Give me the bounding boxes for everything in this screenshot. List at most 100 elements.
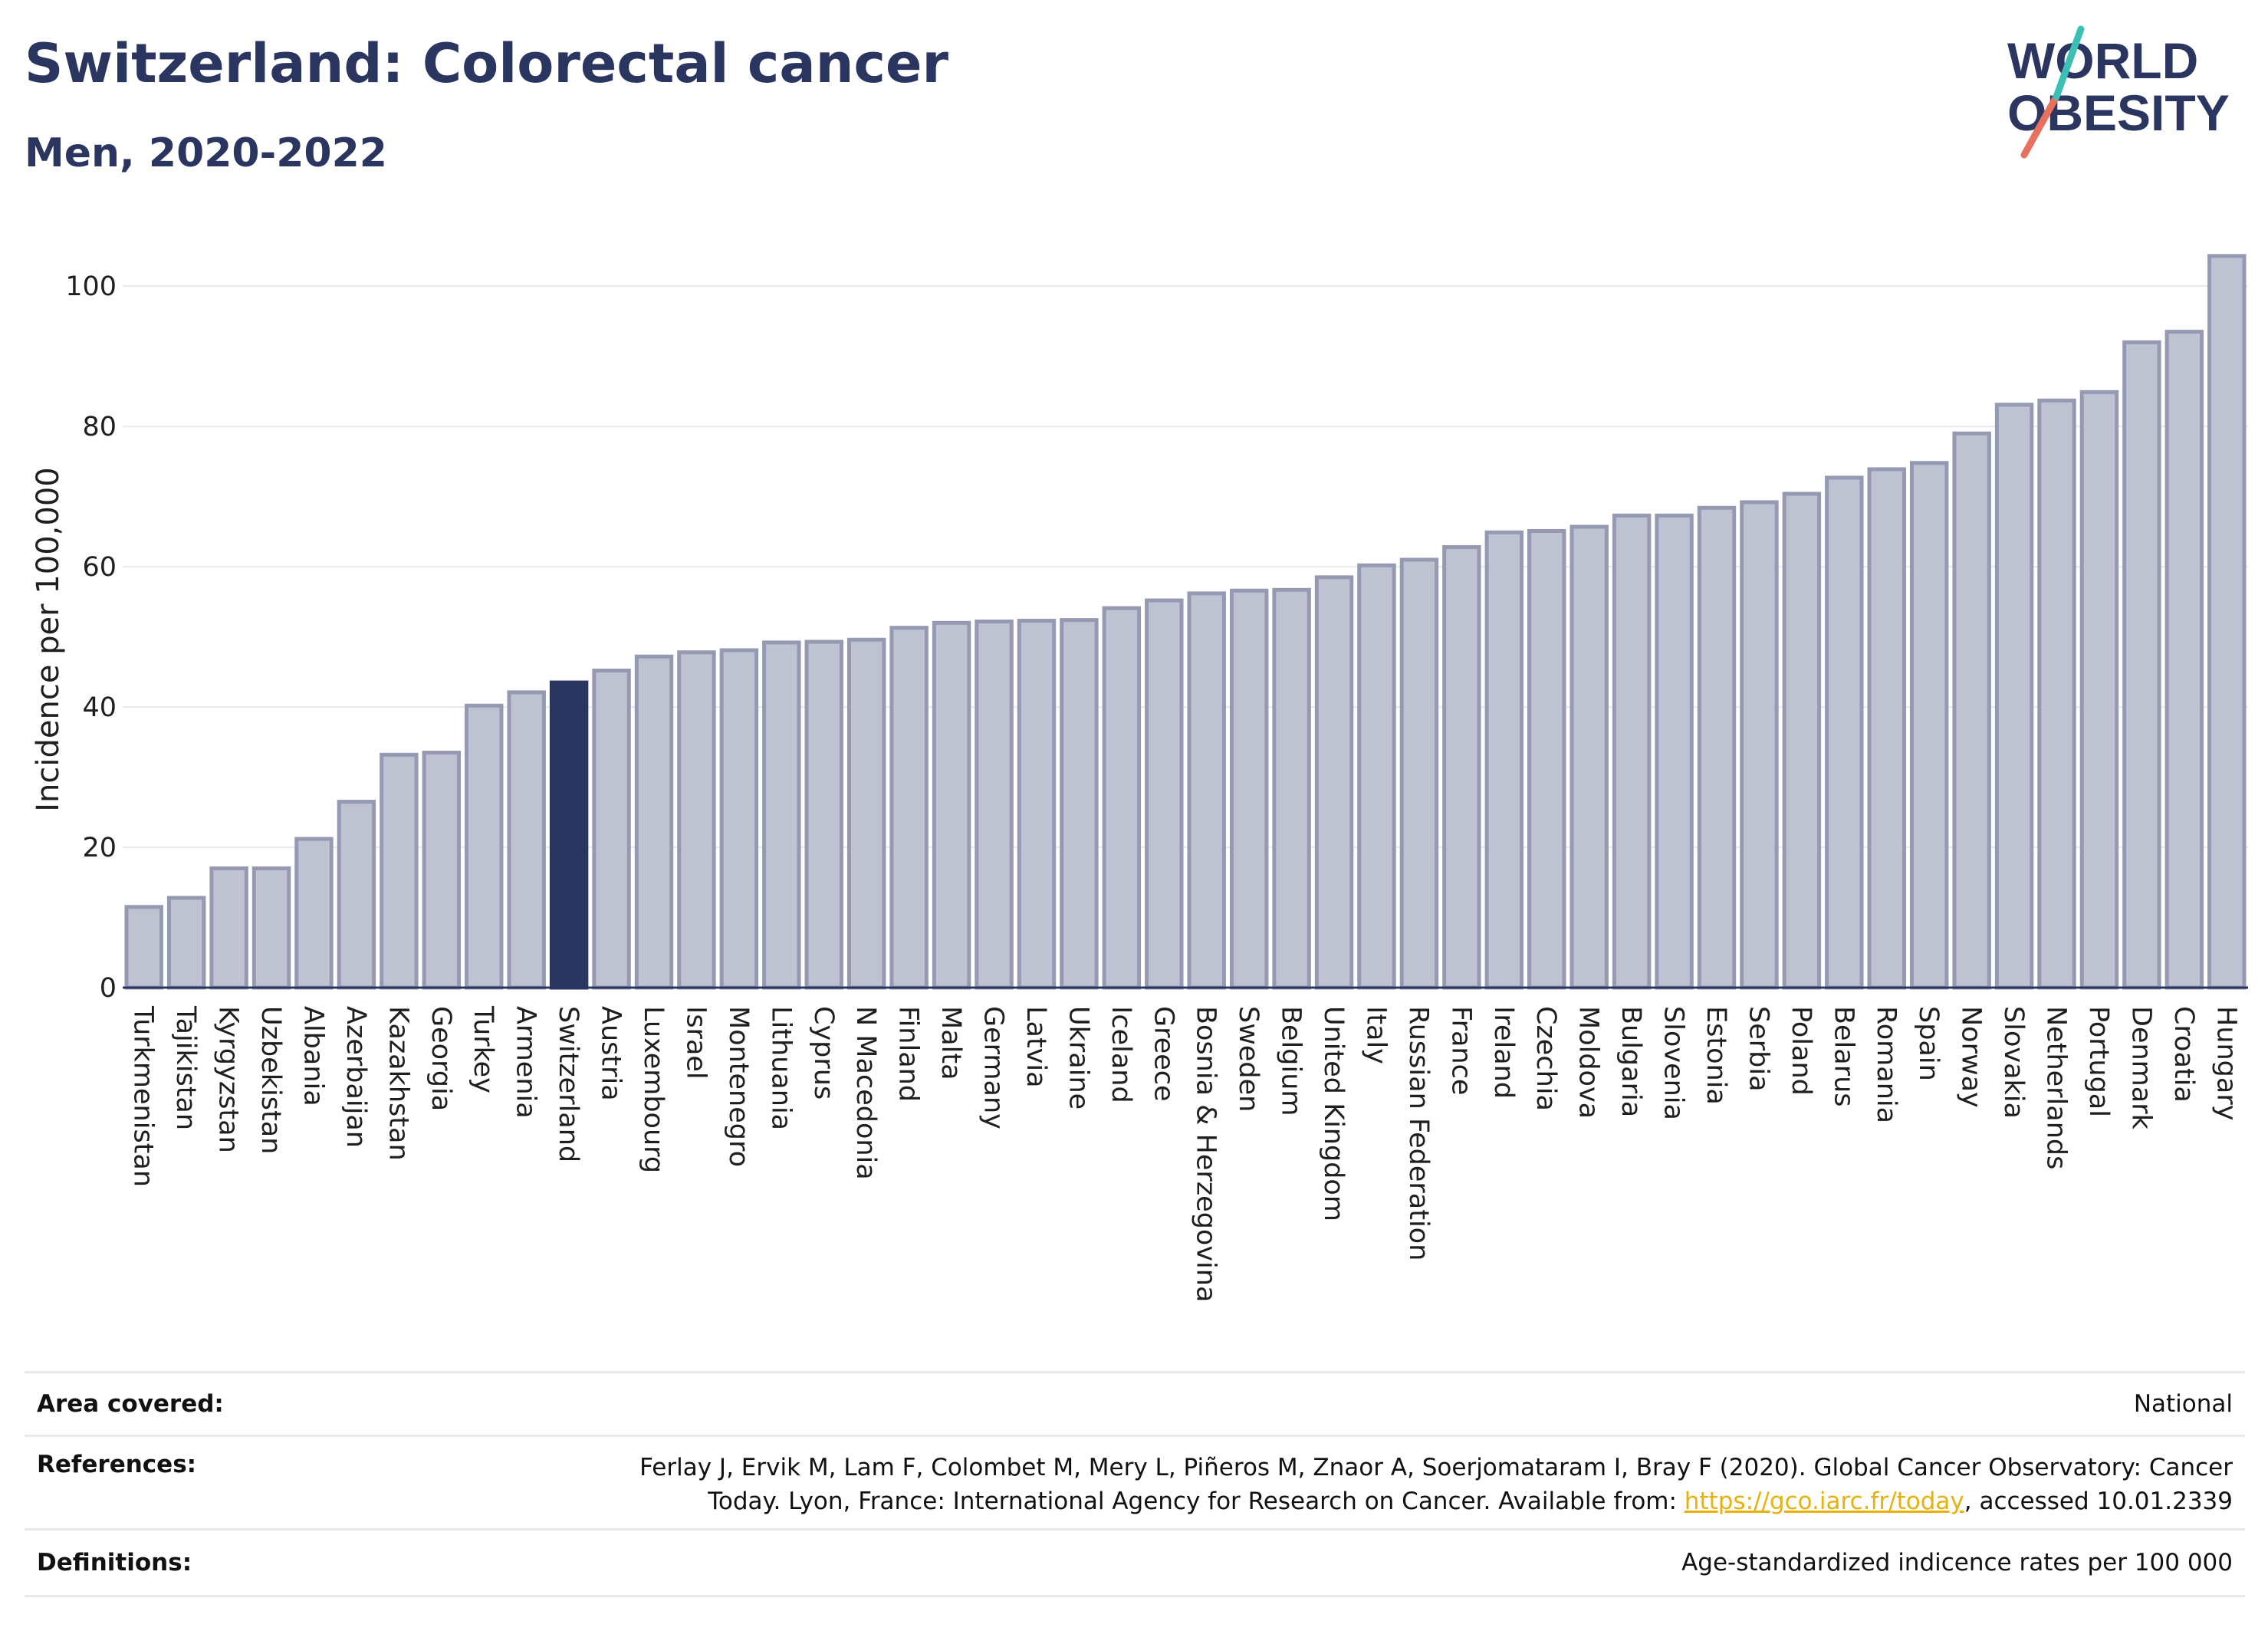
bar-israel (677, 650, 716, 990)
x-tick-label: Czechia (1530, 1006, 1561, 1111)
logo-text-world: WORLD (2007, 32, 2198, 89)
bar-iceland (1102, 606, 1142, 990)
bar-poland (1782, 492, 1822, 990)
bar-turkmenistan (124, 905, 163, 990)
bar-bosnia-herzegovina (1187, 591, 1226, 990)
bar-belarus (1825, 475, 1864, 990)
bar-n-macedonia (846, 637, 886, 990)
definitions-label: Definitions: (37, 1549, 192, 1576)
bar-moldova (1570, 524, 1609, 990)
x-tick-label: Malta (935, 1006, 966, 1080)
bar-spain (1909, 461, 1949, 990)
bar-albania (294, 837, 334, 990)
y-tick-label: 80 (82, 412, 117, 442)
x-tick-label: Azerbaijan (340, 1006, 371, 1148)
bar-croatia (2164, 330, 2204, 990)
x-tick-label: Tajikistan (170, 1005, 201, 1130)
x-tick-label: Luxembourg (638, 1006, 669, 1173)
x-tick-label: Turkmenistan (128, 1005, 159, 1187)
chart-title: Switzerland: Colorectal cancer (25, 32, 948, 95)
references-label: References: (37, 1451, 197, 1478)
references-row: References: Ferlay J, Ervik M, Lam F, Co… (25, 1435, 2245, 1528)
bars (124, 254, 2247, 990)
x-tick-label: Greece (1148, 1006, 1178, 1102)
y-axis-ticks: 0 20 40 60 80 100 (65, 271, 117, 1004)
bar-slovakia (1994, 403, 2034, 990)
chart-subtitle: Men, 2020-2022 (25, 130, 387, 176)
x-tick-label: Croatia (2168, 1006, 2199, 1103)
bar-norway (1952, 431, 1991, 990)
bar-ukraine (1060, 618, 1099, 990)
x-tick-label: Albania (297, 1006, 328, 1106)
bar-romania (1867, 467, 1906, 990)
bar-kazakhstan (380, 752, 419, 990)
bar-greece (1145, 598, 1184, 990)
x-tick-label: Norway (1956, 1006, 1987, 1108)
bar-france (1442, 544, 1481, 990)
x-tick-label: Serbia (1743, 1006, 1773, 1092)
bar-bulgaria (1612, 513, 1652, 990)
bar-armenia (507, 690, 546, 990)
x-tick-label: Finland (893, 1006, 924, 1102)
bar-serbia (1740, 500, 1779, 990)
x-tick-label: Slovakia (1998, 1006, 2029, 1119)
bar-finland (889, 626, 929, 990)
y-tick-label: 0 (100, 973, 117, 1004)
x-tick-label: Italy (1360, 1006, 1391, 1064)
x-tick-label: Latvia (1021, 1006, 1051, 1088)
logo-slash-icon (2020, 93, 2060, 159)
bar-sweden (1229, 588, 1269, 990)
x-tick-label: Israel (680, 1006, 711, 1080)
logo-slash-top-icon (2053, 25, 2085, 100)
x-tick-label: Hungary (2210, 1006, 2241, 1120)
bar-montenegro (719, 648, 759, 990)
references-line2: Today. Lyon, France: International Agenc… (708, 1488, 1685, 1515)
bar-austria (592, 669, 631, 990)
bar-georgia (422, 751, 462, 990)
x-tick-label: Slovenia (1658, 1006, 1689, 1120)
references-value: Ferlay J, Ervik M, Lam F, Colombet M, Me… (639, 1451, 2233, 1518)
bar-russian-federation (1399, 557, 1439, 990)
x-tick-label: Bosnia & Herzegovina (1191, 1006, 1221, 1302)
x-tick-label: United Kingdom (1318, 1006, 1349, 1221)
bar-italy (1357, 563, 1396, 990)
bar-malta (932, 620, 971, 990)
x-tick-label: N Macedonia (850, 1006, 881, 1180)
x-tick-label: Ireland (1488, 1006, 1519, 1099)
bar-chart: 0 20 40 60 80 100 Turkmenistan Tajikistan Kyrgy… (31, 254, 2248, 1302)
x-tick-label: France (1445, 1006, 1476, 1095)
x-tick-label: Kazakhstan (383, 1006, 413, 1161)
x-tick-label: Iceland (1106, 1006, 1136, 1103)
bar-denmark (2122, 340, 2161, 990)
bar-netherlands (2037, 398, 2076, 990)
y-axis-label: Incidence per 100,000 (31, 467, 66, 812)
bar-switzerland (549, 680, 589, 990)
bar-hungary (2207, 254, 2247, 990)
bar-cyprus (804, 639, 843, 990)
x-tick-label: Kyrgyzstan (213, 1006, 244, 1153)
x-tick-label: Bulgaria (1616, 1006, 1646, 1117)
x-tick-label: Netherlands (2041, 1006, 2072, 1169)
bar-czechia (1527, 528, 1566, 990)
x-tick-label: Armenia (511, 1006, 541, 1119)
bar-united-kingdom (1314, 575, 1354, 990)
bar-lithuania (762, 640, 801, 990)
bar-latvia (1017, 619, 1057, 990)
references-link[interactable]: https://gco.iarc.fr/today (1684, 1488, 1964, 1515)
x-tick-label: Portugal (2083, 1006, 2114, 1117)
x-tick-label: Moldova (1573, 1006, 1604, 1119)
x-tick-label: Estonia (1701, 1006, 1731, 1105)
area-covered-label: Area covered: (37, 1390, 224, 1418)
bar-uzbekistan (251, 866, 291, 990)
references-line2-end: , accessed 10.01.2339 (1964, 1488, 2233, 1515)
x-tick-label: Turkey (468, 1005, 498, 1093)
definitions-value: Age-standardized indicence rates per 100… (1681, 1549, 2233, 1576)
bar-luxembourg (634, 654, 674, 990)
y-tick-label: 40 (82, 692, 117, 723)
y-tick-label: 100 (65, 271, 117, 302)
x-tick-label: Georgia (426, 1006, 456, 1111)
bar-ireland (1484, 530, 1524, 990)
x-tick-label: Montenegro (723, 1006, 754, 1167)
x-tick-label: Sweden (1233, 1006, 1264, 1112)
x-tick-label: Belgium (1276, 1006, 1307, 1116)
